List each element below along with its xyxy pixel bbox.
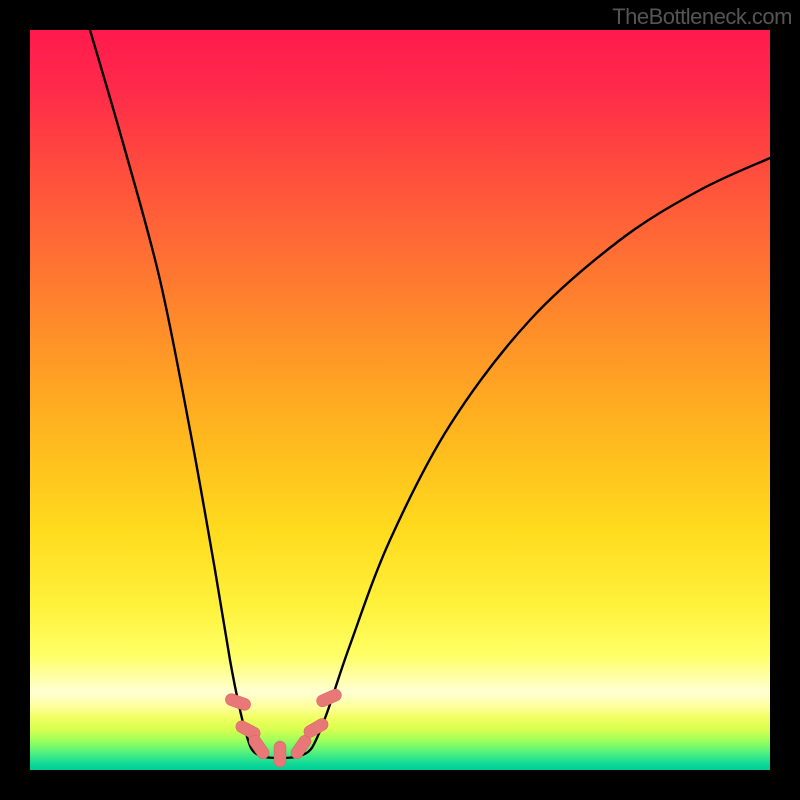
curve-marker [302, 716, 331, 739]
chart-outer-frame: TheBottleneck.com [0, 0, 800, 800]
watermark-text: TheBottleneck.com [612, 4, 792, 30]
bottleneck-curve [30, 30, 770, 770]
curve-marker [274, 741, 286, 767]
curve-marker [224, 692, 253, 712]
plot-area [30, 30, 770, 770]
